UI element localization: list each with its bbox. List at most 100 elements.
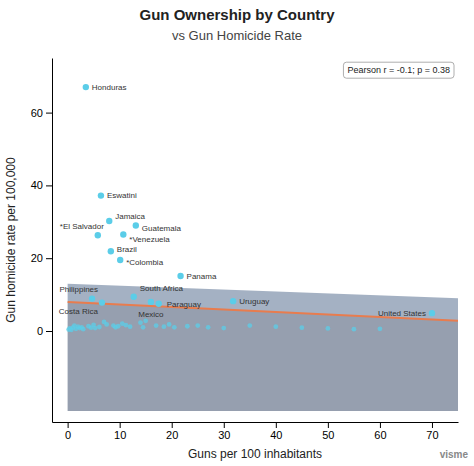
tick-mark [380,422,381,428]
point [167,322,172,327]
point [156,301,161,306]
point [221,326,226,331]
point [148,299,153,304]
labeled-point [89,295,95,301]
point [100,300,105,305]
x-axis: 0 10 20 30 40 50 60 70 [53,422,459,441]
point [325,326,330,331]
point-label: *Colombia [126,258,163,267]
tick-label: 70 [426,429,438,441]
labeled-point [99,299,105,305]
plot-area [66,84,458,411]
tick-label: 60 [31,107,43,119]
tick-label: 20 [31,252,43,264]
point [104,322,109,327]
point [141,325,146,330]
tick: 70 [426,422,438,441]
point-label: *El Salvador [60,222,104,231]
point-label: Paraguay [167,300,201,309]
labeled-point [95,232,101,238]
annotation-text: Pearson r = -0.1; p = 0.38 [347,65,450,75]
tick: 60 [374,422,386,441]
tick-label: 10 [114,429,126,441]
labeled-point [106,218,112,224]
tick-label: 30 [218,429,230,441]
point [299,325,304,330]
point-label: Uruguay [239,297,269,306]
tick-label: 0 [37,325,43,337]
point-label: Mexico [138,310,164,319]
tick-mark [46,113,52,114]
point [185,324,190,329]
point [351,327,356,332]
annotation-box [343,62,454,78]
point [154,323,159,328]
y-axis: 0 20 40 60 [31,59,53,423]
point-label: Brazil [117,245,137,254]
tick-label: 40 [270,429,282,441]
labeled-point [83,84,89,90]
labeled-point [230,298,236,304]
annotation: Pearson r = -0.1; p = 0.38 [343,62,454,78]
point [121,232,126,237]
axis-line [52,59,53,423]
point [124,323,129,328]
tick: 0 [65,422,71,441]
tick: 10 [114,422,126,441]
tick-mark [172,422,173,428]
tick-mark [46,331,52,332]
watermark: visme [440,449,469,460]
labeled-point [133,222,139,228]
point [133,223,138,228]
tick: 30 [218,422,230,441]
point [90,296,95,301]
tick-mark [46,185,52,186]
tick-mark [328,422,329,428]
tick-mark [68,422,69,428]
point-label: United States [378,309,426,318]
tick: 20 [166,422,178,441]
tick-mark [432,422,433,428]
point [195,323,200,328]
tick-label: 0 [65,429,71,441]
title: Gun Ownership by Country [139,6,335,23]
labeled-point [177,273,183,279]
labeled-point [120,231,126,237]
point-labels: HondurasEswatiniJamaicaGuatemala*El Salv… [59,83,426,319]
tick: 60 [31,107,52,119]
chart: Gun Ownership by Country vs Gun Homicide … [0,0,474,466]
labeled-point [156,301,162,307]
point-label: Guatemala [142,224,182,233]
axis-line [53,422,459,423]
tick-label: 60 [374,429,386,441]
point [143,318,148,323]
point-label: *Venezuela [129,235,170,244]
point [206,325,211,330]
point [172,325,177,330]
point-label: Eswatini [107,191,137,200]
point [97,325,102,330]
tick-label: 20 [166,429,178,441]
labeled-point [108,248,114,254]
subtitle: vs Gun Homicide Rate [172,28,302,43]
tick: 50 [322,422,334,441]
point-label: Jamaica [115,212,145,221]
point [128,324,133,329]
tick: 40 [31,179,52,191]
labeled-point [117,257,123,263]
point [93,326,98,331]
tick-mark [224,422,225,428]
tick-label: 50 [322,429,334,441]
point [81,327,86,332]
band [68,302,458,411]
tick-mark [120,422,121,428]
point [430,311,435,316]
labeled-point [98,192,104,198]
point-label: Panama [187,272,217,281]
point [108,249,113,254]
point [378,326,383,331]
point [99,193,104,198]
point-label: South Africa [140,284,184,293]
tick-mark [276,422,277,428]
point [95,233,100,238]
